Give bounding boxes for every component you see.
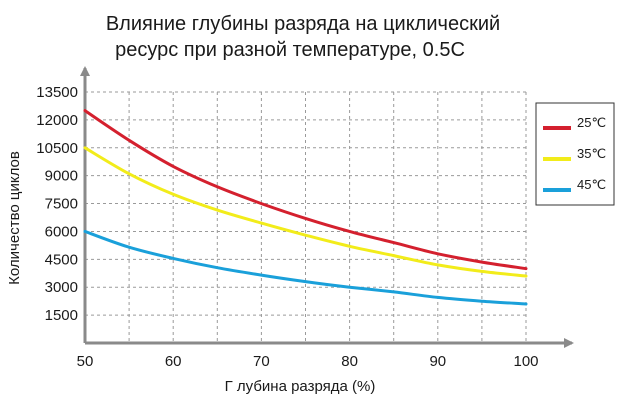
chart-title-line-1: Влияние глубины разряда на циклический bbox=[106, 13, 500, 35]
y-tick-label: 13500 bbox=[36, 84, 78, 101]
legend-label-1: 25℃ bbox=[577, 115, 606, 130]
y-tick-label: 12000 bbox=[36, 112, 78, 129]
x-axis-label: Г лубина разряда (%) bbox=[225, 378, 376, 395]
series-line-2 bbox=[83, 146, 528, 278]
y-tick-label: 6000 bbox=[45, 223, 78, 240]
x-tick-label: 100 bbox=[513, 353, 538, 370]
x-tick-label: 50 bbox=[77, 353, 94, 370]
x-tick-label: 80 bbox=[341, 353, 358, 370]
series-lines bbox=[83, 109, 528, 306]
legend-label-2: 35℃ bbox=[577, 146, 606, 161]
series-line-1 bbox=[83, 109, 528, 271]
y-tick-label: 4500 bbox=[45, 251, 78, 268]
y-tick-label: 1500 bbox=[45, 307, 78, 324]
y-tick-label: 10500 bbox=[36, 140, 78, 157]
legend: 25℃ 35℃ 45℃ bbox=[535, 102, 615, 206]
chart-title: Влияние глубины разряда на циклический р… bbox=[106, 13, 500, 61]
y-tick-label: 7500 bbox=[45, 196, 78, 213]
x-tick-label: 90 bbox=[429, 353, 446, 370]
x-tick-label: 70 bbox=[253, 353, 270, 370]
grid bbox=[85, 91, 527, 343]
x-tick-label: 60 bbox=[165, 353, 182, 370]
y-axis-label: Количество циклов bbox=[6, 151, 23, 285]
chart-title-line-2: ресурс при разной температуре, 0.5C bbox=[115, 39, 465, 61]
y-tick-label: 3000 bbox=[45, 279, 78, 296]
tick-labels: 50 60 70 80 90 100 1500 3000 4500 6000 7500 9000 105… bbox=[36, 84, 538, 370]
y-tick-label: 9000 bbox=[45, 168, 78, 185]
series-line-3 bbox=[83, 229, 528, 306]
axes bbox=[80, 66, 574, 348]
legend-label-3: 45℃ bbox=[577, 177, 606, 192]
